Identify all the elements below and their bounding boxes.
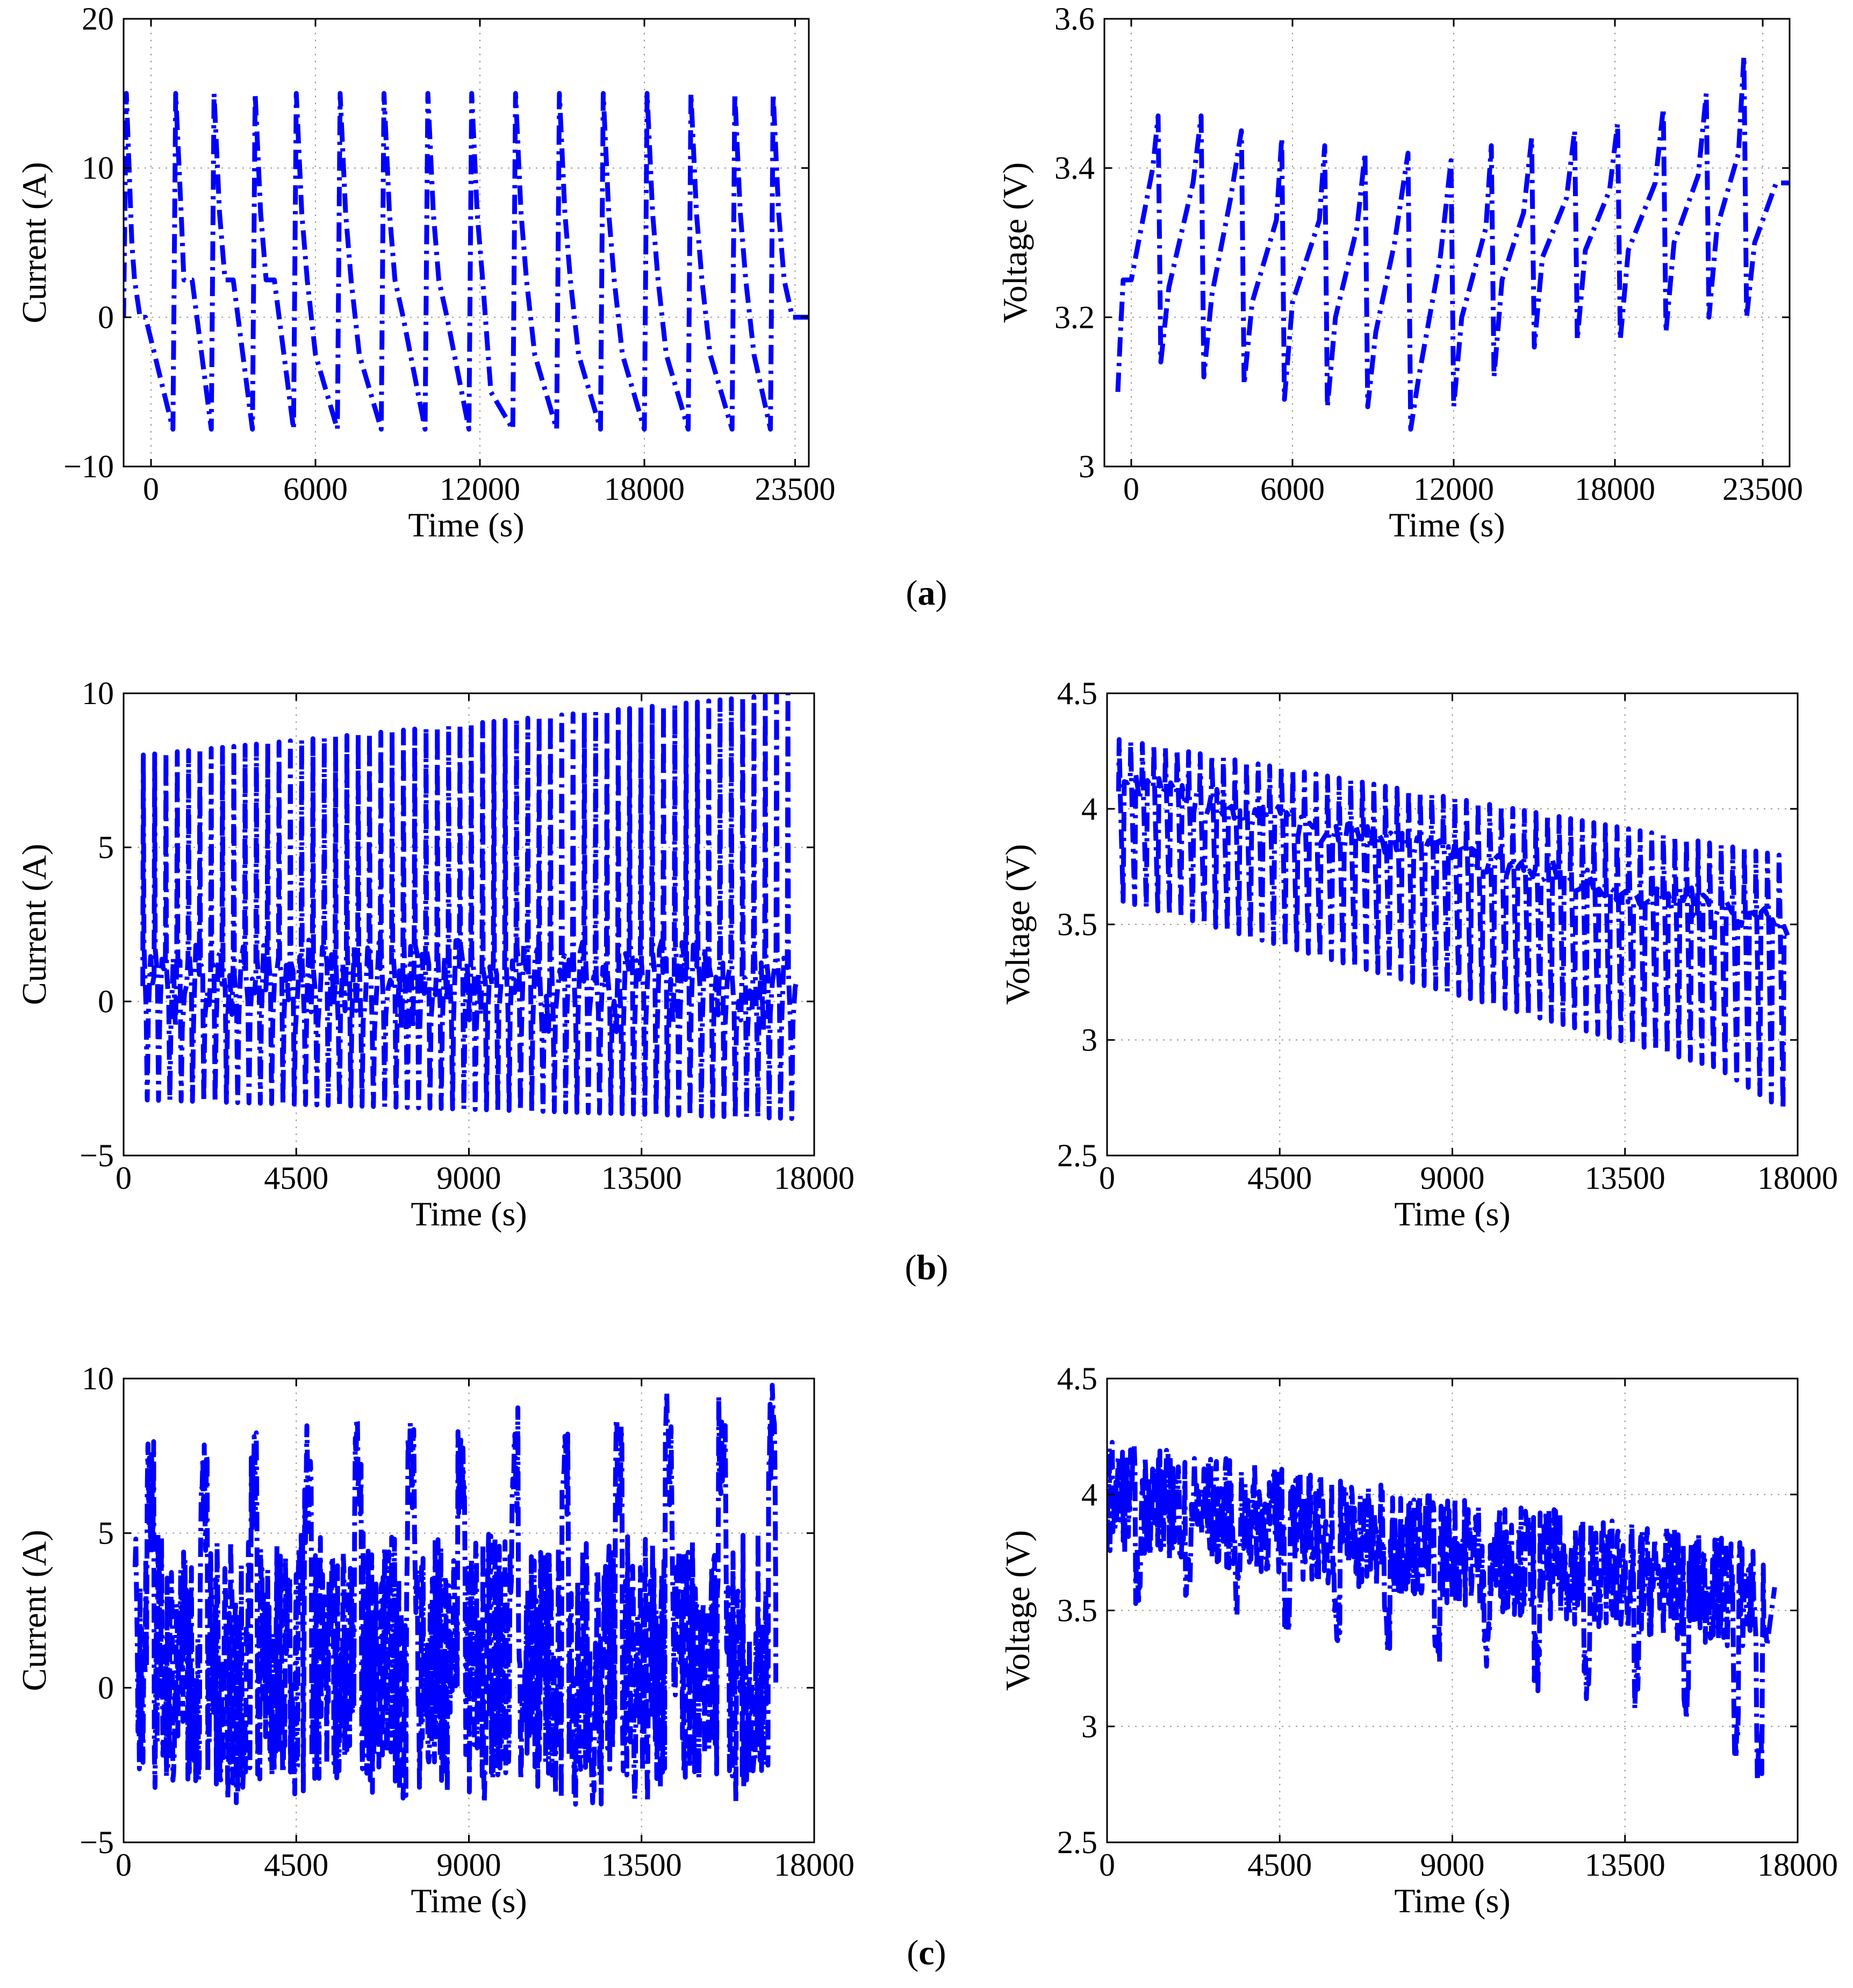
- y-tick-label: 4.5: [1057, 1361, 1097, 1396]
- series-line: [140, 693, 800, 1121]
- x-tick-label: 4500: [1247, 1160, 1312, 1196]
- x-axis-label: Time (s): [1394, 1195, 1510, 1233]
- y-tick-label: 2.5: [1057, 1825, 1097, 1860]
- y-tick-label: 4.5: [1057, 676, 1097, 711]
- panel-caption-b: (b): [905, 1248, 949, 1287]
- x-tick-label: 18000: [1757, 1847, 1838, 1883]
- x-tick-label: 13500: [601, 1847, 682, 1883]
- x-axis-label: Time (s): [408, 506, 524, 544]
- x-axis-label: Time (s): [1389, 506, 1505, 544]
- panel-caption-letter: b: [917, 1248, 937, 1287]
- x-axis-label: Time (s): [411, 1882, 527, 1920]
- x-axis-label: Time (s): [1394, 1882, 1510, 1920]
- y-tick-label: 3.4: [1054, 150, 1095, 186]
- chart-a-voltage: 0 6000 12000 18000 23500 3 3.2 3.4 3.6 Time (s) Vo…: [996, 1, 1803, 544]
- y-tick-label: 10: [82, 1361, 114, 1396]
- x-axis-label: Time (s): [411, 1195, 527, 1233]
- x-tick-label: 6000: [283, 471, 348, 507]
- plot-frame: [123, 18, 810, 468]
- x-tick-label: 18000: [1757, 1160, 1838, 1196]
- y-axis-label: Current (A): [15, 162, 53, 323]
- y-axis-label: Current (A): [15, 844, 53, 1005]
- y-tick-label: 5: [98, 830, 114, 865]
- x-tick-label: 9000: [1420, 1847, 1485, 1883]
- x-tick-label: 13500: [1585, 1160, 1665, 1196]
- x-tick-label: 9000: [437, 1160, 501, 1196]
- x-tick-label: 0: [1099, 1847, 1115, 1883]
- x-tick-label: 12000: [440, 471, 520, 507]
- chart-c-voltage: 0 4500 9000 13500 18000 2.5 3 3.5 4 4.5 Time (s) Vo…: [999, 1361, 1838, 1920]
- y-tick-label: 0: [98, 1670, 114, 1705]
- x-tick-label: 4500: [264, 1847, 328, 1883]
- x-tick-label: 0: [116, 1160, 132, 1196]
- panel-caption-letter: c: [918, 1933, 934, 1972]
- y-tick-label: 0: [98, 984, 114, 1019]
- y-axis-label: Voltage (V): [996, 162, 1034, 323]
- y-tick-label: −5: [80, 1138, 114, 1173]
- x-tick-label: 0: [1123, 471, 1139, 507]
- x-tick-label: 0: [1099, 1160, 1115, 1196]
- x-tick-label: 12000: [1413, 471, 1494, 507]
- x-tick-label: 18000: [774, 1847, 854, 1883]
- y-tick-label: −10: [63, 449, 114, 484]
- y-tick-label: 3: [1081, 1709, 1097, 1744]
- panel-caption-letter: a: [918, 573, 936, 613]
- y-tick-label: 4: [1081, 791, 1097, 827]
- y-axis-label: Voltage (V): [999, 1530, 1037, 1691]
- series-line: [124, 91, 809, 432]
- series-line: [132, 1382, 779, 1807]
- plot-frame: [1103, 18, 1791, 468]
- y-tick-label: 10: [82, 676, 114, 711]
- x-tick-label: 13500: [1585, 1847, 1665, 1883]
- y-tick-label: 2.5: [1057, 1138, 1097, 1173]
- y-axis-label: Current (A): [15, 1530, 53, 1691]
- chart-b-voltage: 0 4500 9000 13500 18000 2.5 3 3.5 4 4.5 Time (s) Vo…: [999, 676, 1838, 1233]
- y-tick-label: 20: [82, 1, 114, 37]
- y-tick-label: 10: [82, 150, 114, 186]
- x-tick-label: 4500: [1247, 1847, 1312, 1883]
- y-tick-label: 0: [98, 299, 114, 335]
- x-tick-label: 4500: [264, 1160, 328, 1196]
- x-tick-label: 18000: [774, 1160, 854, 1196]
- y-tick-label: 4: [1081, 1477, 1097, 1512]
- x-tick-label: 9000: [437, 1847, 501, 1883]
- y-tick-label: −5: [80, 1825, 114, 1860]
- panel-caption-c: (c): [907, 1933, 946, 1972]
- x-tick-label: 18000: [604, 471, 685, 507]
- y-tick-label: 3: [1081, 1022, 1097, 1058]
- series-line: [1115, 53, 1790, 432]
- x-tick-label: 0: [116, 1847, 132, 1883]
- y-tick-label: 3: [1079, 449, 1095, 484]
- x-tick-label: 6000: [1260, 471, 1325, 507]
- series-line: [1107, 1440, 1777, 1784]
- x-tick-label: 0: [143, 471, 159, 507]
- x-tick-label: 18000: [1575, 471, 1655, 507]
- series-line: [1116, 737, 1790, 1112]
- x-tick-label: 23500: [755, 471, 836, 507]
- chart-a-current: 0 6000 12000 18000 23500 −10 0 10 20 Time (s) Curr…: [15, 1, 836, 544]
- y-tick-label: 3.5: [1057, 1593, 1097, 1628]
- panel-caption-a: (a): [906, 573, 947, 613]
- x-tick-label: 23500: [1722, 471, 1803, 507]
- y-tick-label: 5: [98, 1516, 114, 1551]
- x-tick-label: 9000: [1420, 1160, 1485, 1196]
- x-tick-label: 13500: [601, 1160, 682, 1196]
- y-tick-label: 3.5: [1057, 907, 1097, 942]
- y-tick-label: 3.6: [1054, 1, 1095, 37]
- y-tick-label: 3.2: [1054, 299, 1095, 335]
- y-axis-label: Voltage (V): [999, 844, 1037, 1004]
